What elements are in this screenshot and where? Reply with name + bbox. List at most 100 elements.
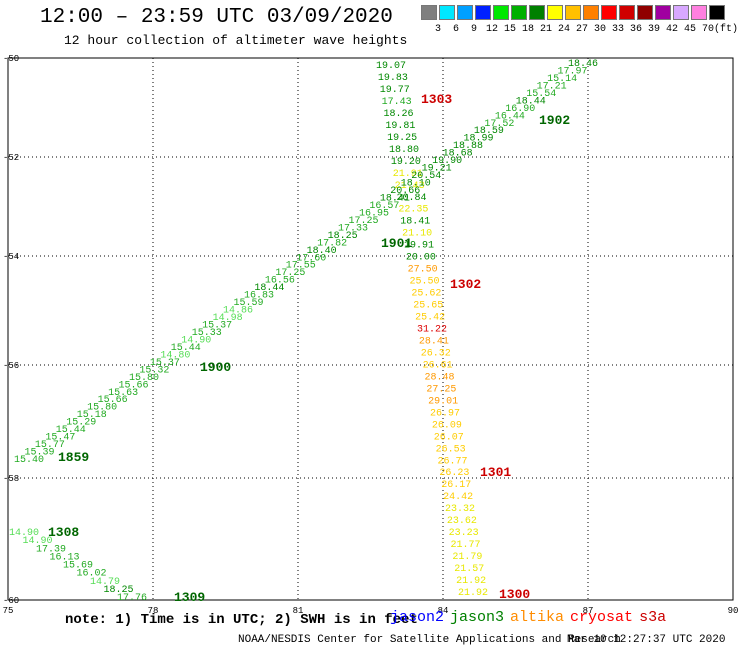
lat-tick-label: -54 [3,252,19,262]
legend-swatch [673,5,689,20]
wave-height-value: 16.95 [359,208,389,219]
lon-tick-label: 90 [728,606,739,616]
wave-height-value: 16.90 [505,104,535,115]
wave-height-value: 15.39 [24,448,54,459]
wave-height-value: 14.90 [181,335,211,346]
page-subtitle: 12 hour collection of altimeter wave hei… [64,33,408,48]
lat-tick-label: -52 [3,153,19,163]
wave-height-value: 18.25 [328,231,358,242]
legend-label: 12 [485,24,499,35]
wave-height-value: 21.10 [402,229,432,240]
page-title: 12:00 – 23:59 UTC 03/09/2020 [40,6,393,29]
wave-height-value: 15.80 [129,373,159,384]
wave-height-value: 23.32 [445,504,475,515]
wave-height-value: 28.48 [424,372,454,383]
wave-height-value: 15.18 [77,410,107,421]
wave-height-value: 21.43 [395,181,425,192]
legend-label: (ft) [713,24,739,35]
wave-height-value: 18.44 [254,283,284,294]
legend-label: 36 [629,24,643,35]
wave-height-value: 19.91 [404,241,434,252]
wave-height-value: 15.33 [192,328,222,339]
satellite-legend: jason2 jason3 altika cryosat s3a [390,609,672,626]
legend-swatch [637,5,653,20]
wave-height-value: 17.25 [348,216,378,227]
wave-height-value: 14.90 [9,528,39,539]
legend-label: 42 [665,24,679,35]
lon-tick-label: 87 [583,606,594,616]
wave-height-value: 15.54 [526,89,556,100]
legend-swatch [655,5,671,20]
wave-height-value: 15.44 [56,425,86,436]
wave-height-value: 14.98 [213,313,243,324]
satellite-label: jason2 [390,609,445,626]
legend-label: 18 [521,24,535,35]
legend-swatch [601,5,617,20]
wave-height-value: 22.35 [398,205,428,216]
pass-label: 1859 [58,450,89,465]
wave-height-value: 26.61 [423,360,453,371]
wave-height-value: 29.01 [428,396,458,407]
wave-height-value: 17.33 [338,223,368,234]
lon-tick-label: 81 [293,606,304,616]
wave-height-value: 16.02 [77,569,107,580]
wave-height-value: 19.21 [422,164,452,175]
wave-height-value: 26.32 [421,348,451,359]
wave-height-value: 25.42 [415,313,445,324]
legend-swatch [709,5,725,20]
wave-height-value: 21.92 [456,576,486,587]
wave-height-value: 17.39 [36,544,66,555]
legend-swatch [565,5,581,20]
legend-label: 39 [647,24,661,35]
wave-height-value: 26.07 [434,432,464,443]
legend-label: 33 [611,24,625,35]
legend-label: 30 [593,24,607,35]
wave-height-value: 20.84 [397,193,427,204]
wave-height-value: 15.32 [139,365,169,376]
satellite-label: cryosat [570,609,634,626]
wave-height-value: 18.44 [516,96,546,107]
wave-height-value: 19.25 [387,133,417,144]
wave-height-value: 17.82 [317,238,347,249]
lat-tick-label: -58 [3,474,19,484]
wave-height-value: 15.47 [45,433,75,444]
wave-height-value: 18.68 [443,149,473,160]
legend-swatch [529,5,545,20]
wave-height-value: 17.25 [275,268,305,279]
wave-height-value: 26.77 [438,456,468,467]
wave-height-value: 15.66 [119,380,149,391]
satellite-label: jason3 [450,609,505,626]
wave-height-value: 15.40 [14,455,44,466]
legend-label: 15 [503,24,517,35]
wave-height-value: 18.46 [568,59,598,70]
pass-label: 1302 [450,277,481,292]
wave-height-value: 21.91 [393,169,423,180]
wave-height-value: 17.43 [382,97,412,108]
legend-swatch [511,5,527,20]
lon-tick-label: 78 [148,606,159,616]
wave-height-value: 25.50 [410,277,440,288]
lat-tick-label: -50 [3,54,19,64]
wave-height-value: 25.65 [413,301,443,312]
wave-height-value: 14.90 [23,536,53,547]
wave-height-value: 19.90 [432,156,462,167]
wave-height-value: 18.88 [453,141,483,152]
legend-label: 45 [683,24,697,35]
wave-height-value: 20.66 [390,186,420,197]
wave-height-value: 18.10 [401,179,431,190]
wave-height-value: 15.44 [171,343,201,354]
wave-height-value: 31.22 [417,325,447,336]
wave-height-value: 16.13 [50,552,80,563]
lat-tick-label: -60 [3,596,19,606]
wave-height-value: 14.79 [90,577,120,588]
legend-label: 24 [557,24,571,35]
wave-height-value: 17.52 [484,119,514,130]
legend-label: 27 [575,24,589,35]
wave-height-value: 18.59 [474,126,504,137]
legend-swatch [493,5,509,20]
wave-height-value: 18.40 [307,246,337,257]
legend-swatch [619,5,635,20]
pass-label: 1901 [381,236,412,251]
wave-height-value: 16.57 [369,201,399,212]
